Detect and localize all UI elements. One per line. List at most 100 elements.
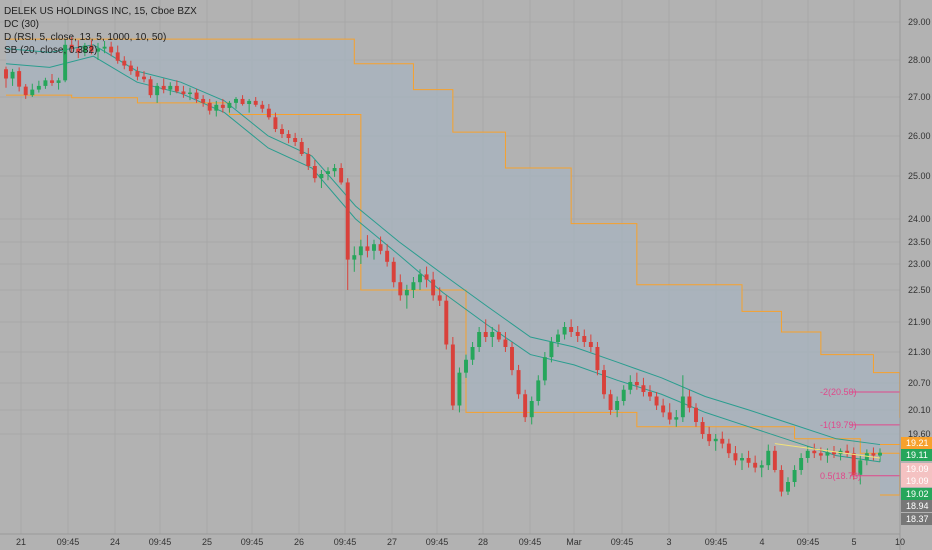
candle-body bbox=[608, 394, 613, 410]
candle-body bbox=[529, 401, 534, 418]
candle-body bbox=[516, 370, 521, 395]
legend-dc[interactable]: DC (30) bbox=[4, 19, 40, 30]
x-axis-tick-label: 26 bbox=[294, 537, 304, 547]
x-axis-tick-label: 09:45 bbox=[334, 537, 357, 547]
candle-body bbox=[864, 453, 869, 461]
candle-body bbox=[667, 412, 672, 420]
x-axis-tick-label: 28 bbox=[478, 537, 488, 547]
candle-body bbox=[634, 381, 639, 386]
candle-body bbox=[766, 450, 771, 466]
candle-body bbox=[122, 60, 127, 66]
candle-body bbox=[687, 396, 692, 408]
candle-body bbox=[477, 332, 482, 347]
candle-body bbox=[220, 104, 225, 108]
candle-body bbox=[411, 282, 416, 290]
y-axis-tick-label: 19.60 bbox=[908, 429, 931, 439]
candle-body bbox=[17, 71, 22, 87]
y-axis-tick-label: 26.00 bbox=[908, 131, 931, 141]
y-axis-tick-label: 20.70 bbox=[908, 378, 931, 388]
y-axis-tick-label: 21.90 bbox=[908, 317, 931, 327]
candle-body bbox=[109, 46, 114, 53]
trend-line bbox=[774, 443, 881, 459]
candle-body bbox=[753, 462, 758, 468]
y-axis-tick-label: 28.00 bbox=[908, 55, 931, 65]
candle-body bbox=[391, 261, 396, 283]
candle-body bbox=[457, 372, 462, 406]
price-tag-label: 19.11 bbox=[906, 450, 928, 460]
candle-body bbox=[115, 52, 120, 61]
candle-body bbox=[786, 482, 790, 492]
candle-body bbox=[562, 327, 567, 335]
x-axis-tick-label: 5 bbox=[851, 537, 856, 547]
x-axis-tick-label: 09:45 bbox=[241, 537, 264, 547]
candle-body bbox=[549, 342, 554, 358]
candle-body bbox=[23, 86, 28, 96]
candle-body bbox=[871, 453, 876, 456]
candle-body bbox=[615, 401, 620, 410]
candle-body bbox=[450, 344, 455, 406]
candle-body bbox=[253, 100, 258, 105]
price-tag-label: 18.37 bbox=[906, 514, 929, 524]
candle-body bbox=[378, 244, 383, 251]
candle-body bbox=[641, 385, 646, 392]
price-tag bbox=[901, 463, 932, 475]
candle-body bbox=[339, 168, 344, 183]
candle-body bbox=[542, 357, 547, 381]
legend: DELEK US HOLDINGS INC, 15, Cboe BZX DC (… bbox=[4, 5, 197, 57]
x-axis-tick-label: 24 bbox=[110, 537, 120, 547]
x-axis-tick-label: 27 bbox=[387, 537, 397, 547]
candle-body bbox=[825, 452, 830, 456]
candle-body bbox=[240, 98, 245, 105]
candle-body bbox=[694, 407, 698, 422]
candle-body bbox=[398, 282, 403, 296]
candle-body bbox=[470, 347, 475, 360]
candle-body bbox=[280, 128, 284, 135]
x-axis-tick-label: 09:45 bbox=[426, 537, 449, 547]
candle-body bbox=[799, 458, 804, 470]
x-axis-tick-label: 3 bbox=[666, 537, 671, 547]
legend-d[interactable]: D (RSI, 5, close, 13, 5, 1000, 10, 50) bbox=[4, 32, 167, 43]
candle-body bbox=[424, 274, 429, 280]
x-axis-tick-label: 10 bbox=[895, 537, 905, 547]
candle-body bbox=[720, 438, 725, 444]
candle-body bbox=[523, 394, 528, 418]
candle-body bbox=[418, 274, 422, 283]
candle-body bbox=[588, 342, 593, 347]
candle-body bbox=[648, 392, 652, 397]
price-tag-label: 19.09 bbox=[906, 464, 929, 474]
candle-body bbox=[582, 336, 587, 342]
x-axis-tick-label: 09:45 bbox=[705, 537, 728, 547]
candle-body bbox=[483, 332, 488, 337]
candle-body bbox=[82, 45, 87, 53]
candle-body bbox=[76, 48, 81, 53]
price-tag-label: 18.94 bbox=[906, 501, 929, 511]
candle-body bbox=[168, 85, 173, 90]
candle-body bbox=[779, 470, 784, 492]
legend-sb[interactable]: SB (20, close, 0.382) bbox=[4, 45, 98, 56]
candle-body bbox=[536, 380, 541, 401]
price-tag-label: 19.02 bbox=[906, 489, 929, 499]
candle-body bbox=[700, 422, 705, 434]
candle-body bbox=[385, 250, 390, 262]
y-axis-tick-label: 21.30 bbox=[908, 347, 931, 357]
candle-body bbox=[680, 396, 685, 418]
x-axis-tick-label: Mar bbox=[566, 537, 582, 547]
candle-body bbox=[740, 458, 744, 461]
candle-body bbox=[155, 85, 160, 96]
candle-body bbox=[503, 339, 508, 347]
candle-body bbox=[194, 92, 199, 99]
candle-body bbox=[444, 300, 449, 345]
x-axis-tick-label: 4 bbox=[759, 537, 764, 547]
x-axis-tick-label: 09:45 bbox=[519, 537, 542, 547]
candle-body bbox=[510, 347, 514, 371]
y-axis-tick-label: 22.50 bbox=[908, 285, 931, 295]
price-tag bbox=[901, 475, 932, 487]
x-axis-tick-label: 21 bbox=[16, 537, 26, 547]
candle-body bbox=[332, 168, 337, 172]
fib-level-label: -1(19.79) bbox=[820, 420, 857, 430]
candle-body bbox=[759, 465, 764, 468]
candle-body bbox=[4, 69, 8, 79]
price-tag bbox=[901, 500, 932, 512]
